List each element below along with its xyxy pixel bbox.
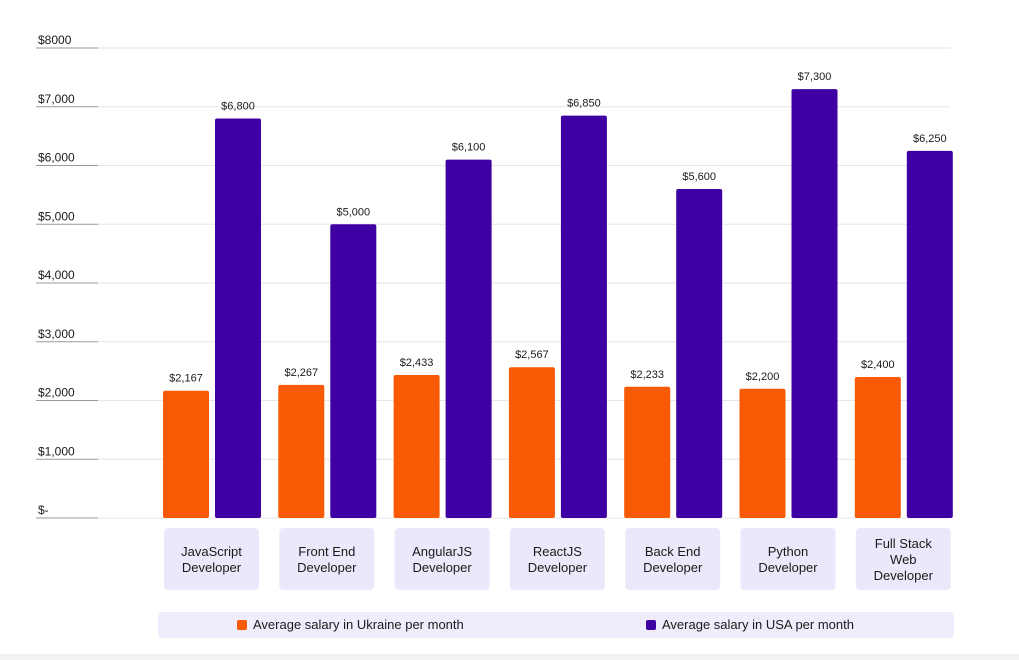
bar-ukraine xyxy=(163,390,209,518)
category-label: Back End xyxy=(645,544,701,559)
data-label-usa: $6,850 xyxy=(567,98,601,110)
bar-usa xyxy=(330,224,377,518)
category-label: JavaScript xyxy=(181,544,242,559)
bar-ukraine xyxy=(739,388,786,518)
bar-ukraine xyxy=(624,386,671,518)
y-tick-label: $4,000 xyxy=(38,268,75,282)
legend-item-ukraine: Average salary in Ukraine per month xyxy=(237,617,464,632)
y-tick-label: $2,000 xyxy=(38,386,75,400)
data-label-usa: $6,250 xyxy=(913,133,947,145)
legend-swatch-ukraine xyxy=(237,619,247,630)
category-box xyxy=(855,528,951,590)
y-tick-label: $5,000 xyxy=(38,209,75,223)
data-label-ukraine: $2,200 xyxy=(746,371,780,383)
category-label: Python xyxy=(768,544,808,559)
data-label-usa: $7,300 xyxy=(798,71,832,83)
category-box xyxy=(279,528,375,590)
data-label-usa: $5,000 xyxy=(336,206,370,218)
category-label: Developer xyxy=(182,560,242,575)
y-tick-label: $1,000 xyxy=(38,444,75,458)
category-label: AngularJS xyxy=(412,544,472,559)
y-tick-label: $8000 xyxy=(38,33,72,47)
y-tick-label: $6,000 xyxy=(38,151,75,165)
legend-item-usa: Average salary in USA per month xyxy=(646,617,854,632)
legend-label-ukraine: Average salary in Ukraine per month xyxy=(253,617,464,632)
bar-ukraine xyxy=(278,384,325,518)
data-label-ukraine: $2,267 xyxy=(284,367,318,379)
data-label-ukraine: $2,433 xyxy=(400,357,434,369)
bar-ukraine xyxy=(508,367,555,518)
bar-usa xyxy=(676,189,723,518)
legend: Average salary in Ukraine per month Aver… xyxy=(158,612,954,638)
data-label-ukraine: $2,567 xyxy=(515,349,549,361)
category-box xyxy=(164,528,259,590)
y-tick-label: $- xyxy=(38,503,49,517)
bar-ukraine xyxy=(393,375,440,518)
category-label: Developer xyxy=(412,560,472,575)
legend-label-usa: Average salary in USA per month xyxy=(662,617,854,632)
category-box xyxy=(740,528,836,590)
y-tick-label: $7,000 xyxy=(38,92,75,106)
category-box xyxy=(625,528,721,590)
category-label: Developer xyxy=(758,560,818,575)
category-label: Developer xyxy=(643,560,703,575)
category-label: ReactJS xyxy=(533,544,582,559)
category-label: Full Stack xyxy=(875,536,933,551)
legend-swatch-usa xyxy=(646,619,656,630)
data-label-ukraine: $2,233 xyxy=(630,369,664,381)
bottom-strip xyxy=(0,654,1019,660)
bar-usa xyxy=(215,118,261,518)
data-label-usa: $6,800 xyxy=(221,101,255,113)
category-box xyxy=(509,528,605,590)
category-label: Developer xyxy=(874,568,934,583)
category-label: Developer xyxy=(297,560,357,575)
data-label-usa: $5,600 xyxy=(682,171,716,183)
category-label: Developer xyxy=(528,560,588,575)
category-label: Front End xyxy=(298,544,355,559)
y-tick-label: $3,000 xyxy=(38,327,75,341)
category-box xyxy=(394,528,490,590)
bar-ukraine xyxy=(854,377,901,518)
data-label-usa: $6,100 xyxy=(452,142,486,154)
data-label-ukraine: $2,167 xyxy=(169,373,203,385)
bar-usa xyxy=(906,150,953,518)
category-label: Web xyxy=(890,552,917,567)
data-label-ukraine: $2,400 xyxy=(861,359,895,371)
bar-usa xyxy=(560,115,607,518)
bar-usa xyxy=(791,89,838,518)
bar-usa xyxy=(445,159,492,518)
